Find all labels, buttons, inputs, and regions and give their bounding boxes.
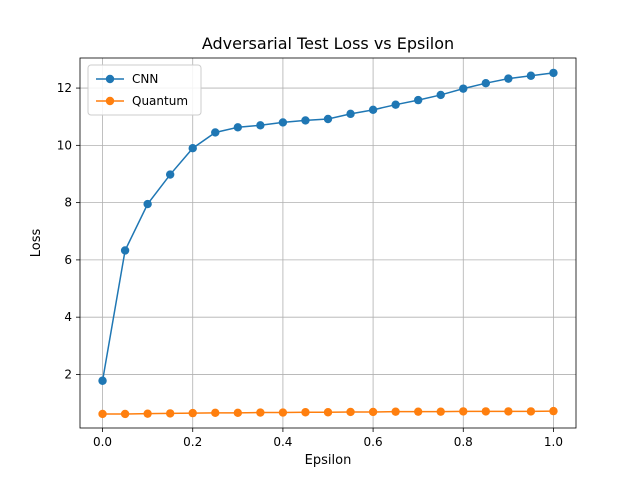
quantum-data-point (368, 407, 378, 417)
quantum-data-point (413, 407, 423, 416)
cnn-data-point (459, 84, 468, 93)
cnn-data-point (346, 109, 355, 119)
y-tick-label: 4 (64, 310, 72, 324)
x-tick-label: 0.6 (364, 435, 383, 449)
quantum-data-point (120, 409, 130, 419)
x-tick-label: 0.2 (183, 435, 202, 449)
quantum-data-point (526, 407, 536, 416)
legend: CNN Quantum (87, 64, 202, 116)
quantum-data-point (278, 408, 288, 417)
y-tick-label: 8 (64, 196, 72, 210)
x-tick-label: 0.0 (93, 435, 112, 449)
x-tick-label: 1.0 (544, 435, 563, 449)
cnn-data-point (120, 246, 130, 255)
quantum-data-point (98, 409, 107, 419)
quantum-data-point (549, 406, 558, 416)
y-tick-label: 10 (57, 138, 72, 152)
cnn-data-point (368, 105, 378, 115)
cnn-data-point (391, 100, 400, 109)
x-axis-label: Epsilon (305, 453, 352, 468)
legend-box (87, 64, 202, 116)
quantum-data-point (481, 407, 491, 416)
cnn-legend-label: CNN (132, 72, 158, 86)
y-tick-label: 2 (64, 367, 72, 381)
cnn-legend-marker (105, 74, 115, 84)
quantum-data-point (233, 408, 243, 418)
quantum-data-point (391, 407, 400, 416)
cnn-data-point (323, 114, 333, 124)
y-axis-label: Loss (29, 229, 44, 258)
cnn-data-point (436, 90, 445, 100)
cnn-data-point (211, 128, 220, 137)
cnn-data-point (549, 68, 558, 78)
quantum-data-point (143, 409, 152, 418)
quantum-data-point (323, 408, 333, 417)
cnn-data-point (165, 170, 175, 179)
quantum-data-point (504, 407, 513, 416)
cnn-data-point (143, 199, 152, 209)
cnn-data-point (504, 74, 513, 83)
quantum-data-point (436, 407, 445, 416)
cnn-data-point (481, 79, 491, 88)
chart-title: Adversarial Test Loss vs Epsilon (202, 34, 454, 53)
quantum-legend-label: Quantum (132, 94, 188, 108)
cnn-data-point (256, 121, 265, 130)
quantum-data-point (301, 408, 310, 417)
cnn-data-point (188, 144, 197, 153)
quantum-data-point (459, 407, 468, 416)
cnn-data-point (278, 118, 288, 127)
quantum-data-point (165, 409, 175, 418)
data-series (98, 68, 558, 419)
quantum-legend-marker (105, 96, 115, 106)
quantum-data-point (346, 407, 355, 417)
quantum-data-point (188, 408, 197, 418)
quantum-data-point (256, 408, 265, 417)
plot-frame (79, 57, 577, 429)
y-tick-label: 12 (57, 81, 72, 95)
cnn-data-point (301, 116, 310, 125)
axis-ticks: 0.0 0.2 0.4 0.6 0.8 1.0 2 4 6 8 10 12 (57, 81, 563, 449)
x-tick-label: 0.8 (454, 435, 473, 449)
cnn-data-point (233, 123, 243, 132)
quantum-data-point (211, 408, 220, 418)
x-tick-label: 0.4 (273, 435, 292, 449)
y-tick-label: 6 (64, 253, 72, 267)
cnn-data-point (526, 71, 536, 80)
cnn-data-point (413, 95, 423, 105)
cnn-data-point (98, 376, 107, 385)
